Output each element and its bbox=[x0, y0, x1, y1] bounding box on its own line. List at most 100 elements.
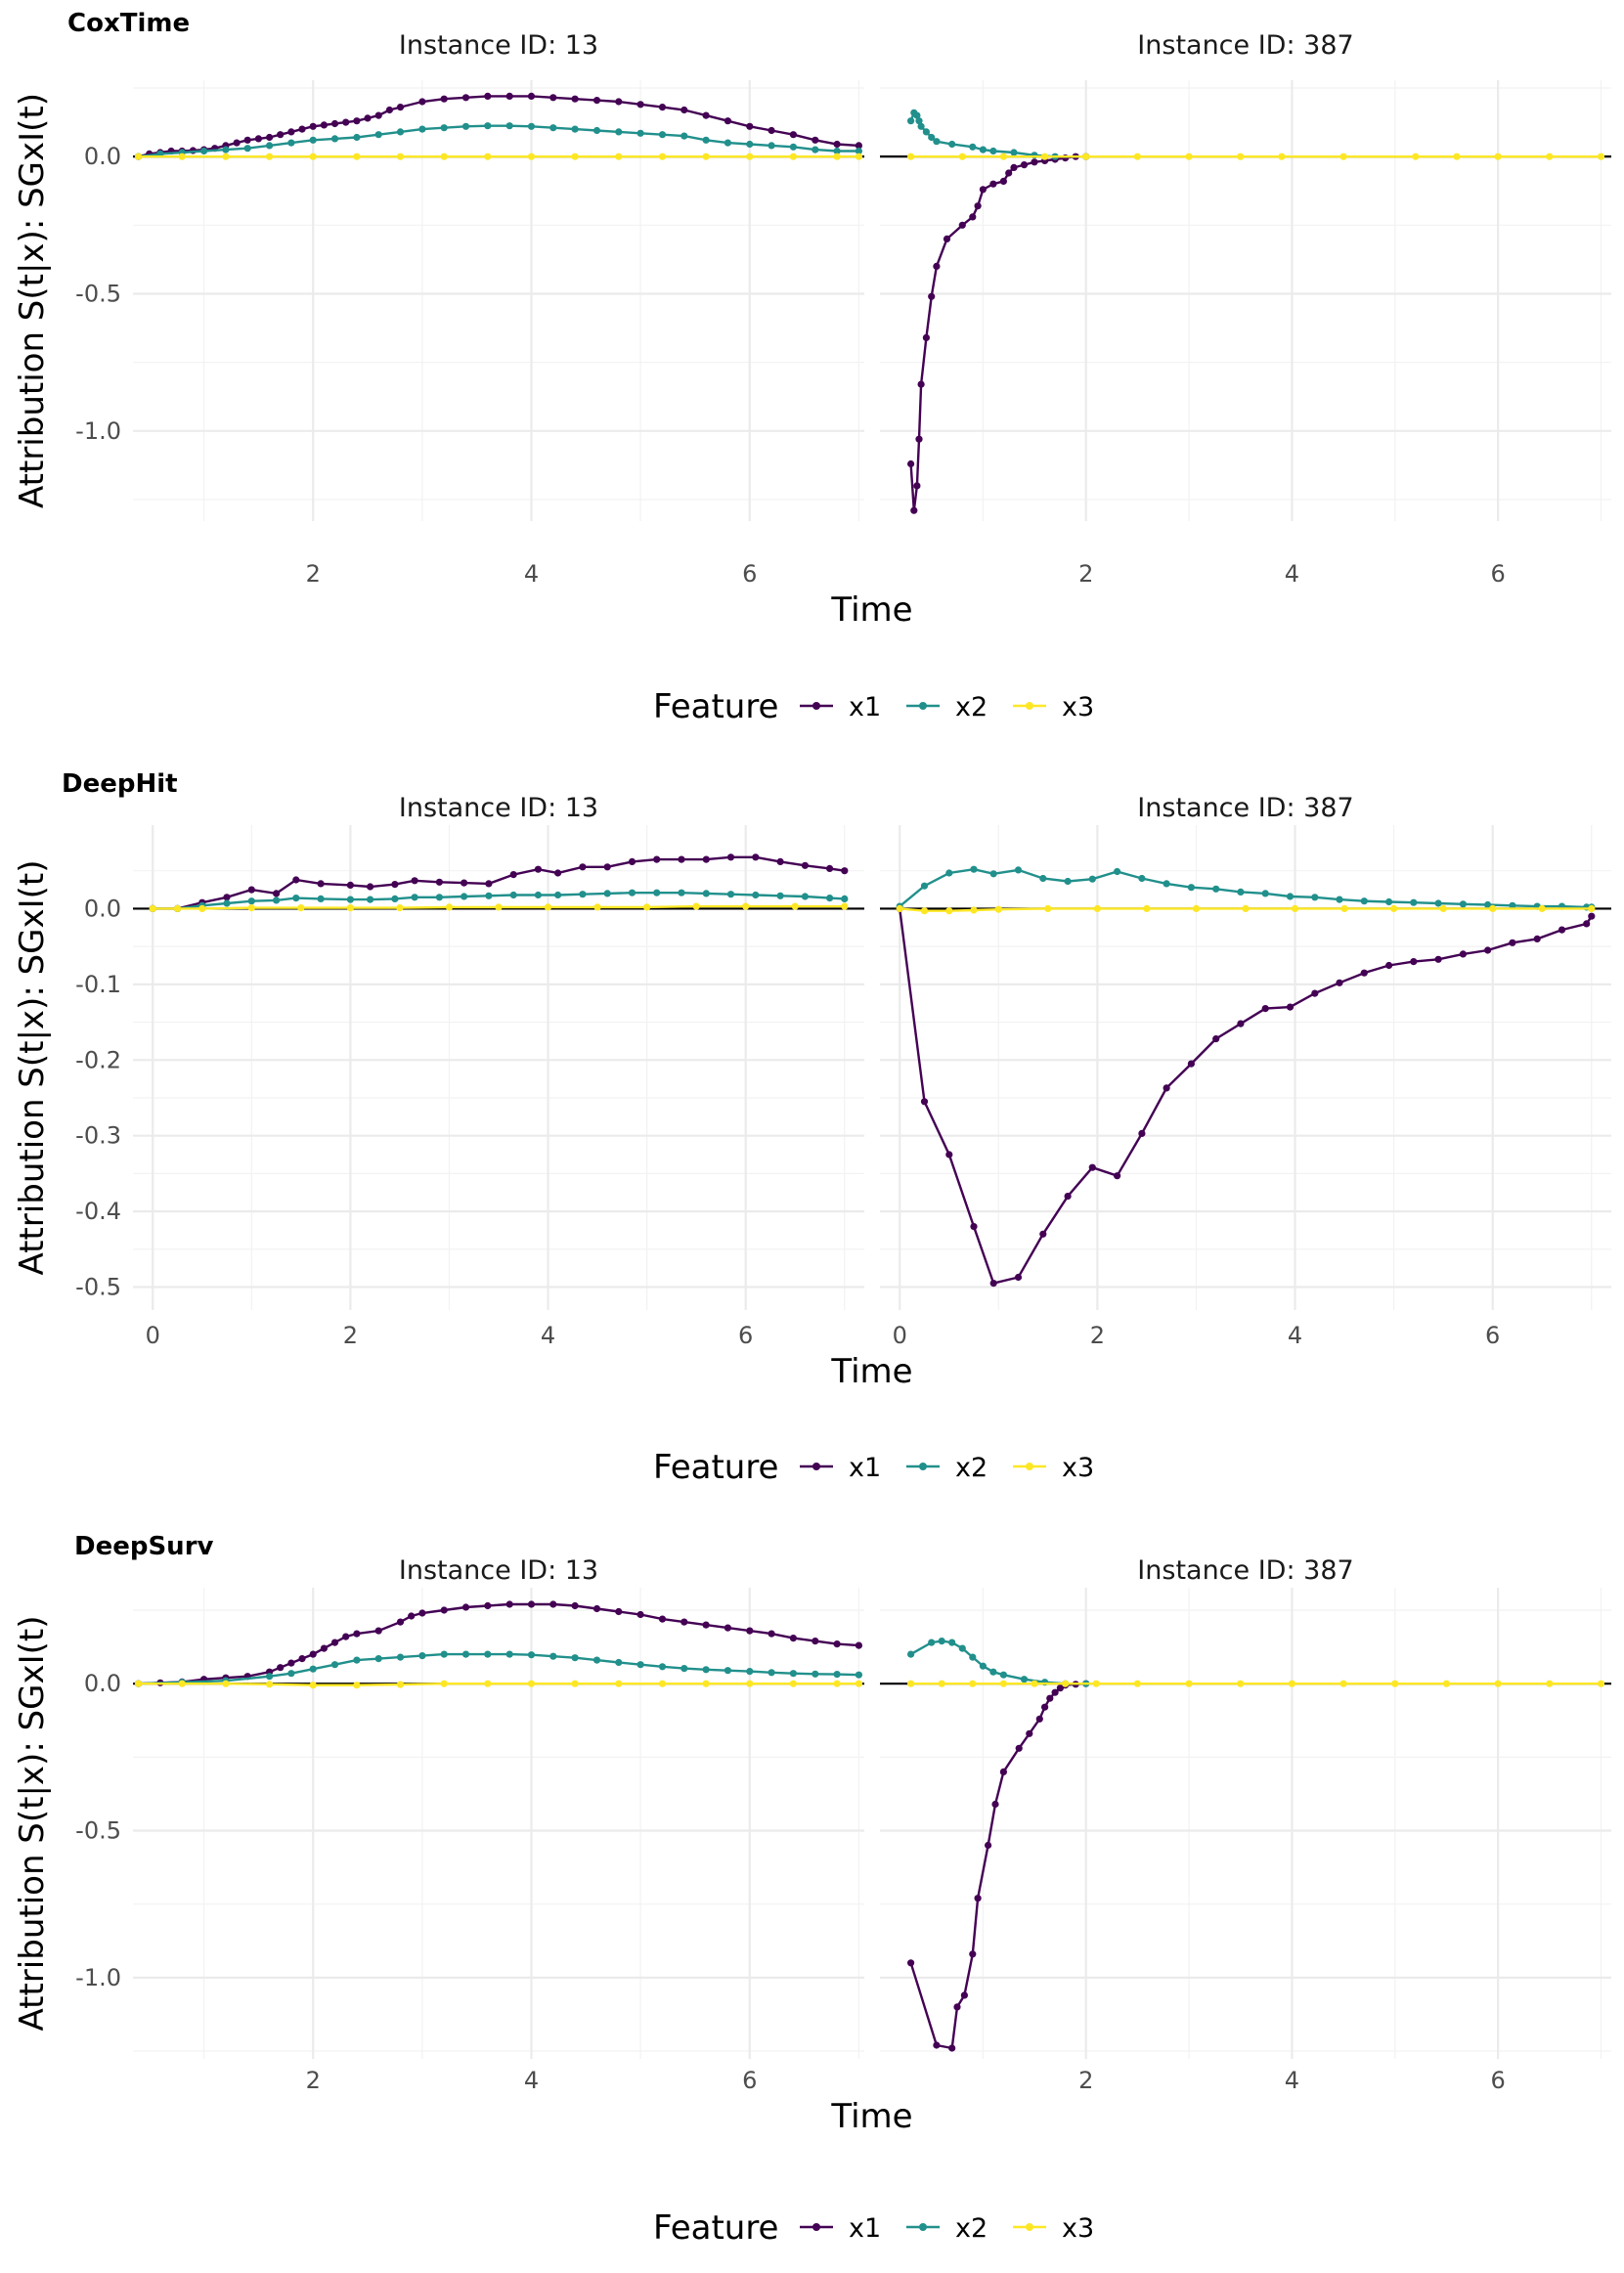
data-point-x1 bbox=[969, 213, 977, 221]
data-point-x2 bbox=[247, 897, 255, 905]
data-point-x1 bbox=[970, 1223, 978, 1231]
data-point-x1 bbox=[989, 180, 997, 188]
data-point-x1 bbox=[367, 883, 374, 891]
legend-key-point bbox=[919, 1463, 927, 1470]
data-point-x3 bbox=[1453, 153, 1461, 160]
data-point-x2 bbox=[1286, 893, 1295, 900]
data-point-x1 bbox=[1046, 1694, 1054, 1702]
data-point-x3 bbox=[920, 907, 929, 915]
series-x2 bbox=[907, 109, 1090, 160]
data-point-x2 bbox=[776, 892, 784, 899]
data-point-x3 bbox=[396, 904, 404, 912]
y-tick-label: 0.0 bbox=[84, 1670, 121, 1697]
data-point-x1 bbox=[273, 890, 281, 897]
data-point-x2 bbox=[1064, 877, 1072, 886]
data-point-x2 bbox=[752, 891, 760, 899]
x-tick-label: 6 bbox=[1485, 1322, 1500, 1349]
data-point-x1 bbox=[855, 142, 863, 150]
data-point-x3 bbox=[222, 153, 230, 160]
data-point-x1 bbox=[1035, 1715, 1043, 1723]
legend-label: x2 bbox=[955, 1453, 988, 1483]
data-point-x3 bbox=[149, 904, 156, 913]
series-line-x1 bbox=[909, 1683, 1086, 2050]
data-point-x3 bbox=[969, 1680, 977, 1687]
series-line-x1 bbox=[909, 155, 1086, 511]
data-point-x1 bbox=[933, 2041, 941, 2049]
data-point-x1 bbox=[435, 878, 443, 886]
data-point-x2 bbox=[411, 894, 418, 901]
data-point-x1 bbox=[724, 117, 732, 125]
x-tick-label: 2 bbox=[1090, 1322, 1105, 1349]
data-point-x2 bbox=[396, 128, 405, 136]
data-point-x3 bbox=[173, 904, 182, 913]
data-point-x2 bbox=[346, 896, 354, 903]
panel-strip-label: Instance ID: 13 bbox=[399, 1555, 598, 1586]
legend-item-x1: x1 bbox=[800, 2213, 881, 2244]
data-point-x3 bbox=[789, 1680, 798, 1687]
data-point-x2 bbox=[702, 890, 710, 897]
data-point-x2 bbox=[917, 122, 925, 130]
data-point-x1 bbox=[991, 1800, 999, 1809]
data-point-x1 bbox=[461, 94, 470, 102]
series-line-x2 bbox=[138, 124, 859, 158]
data-point-x3 bbox=[178, 153, 186, 160]
data-point-x2 bbox=[702, 1666, 710, 1674]
data-point-x1 bbox=[461, 1603, 470, 1611]
data-point-x3 bbox=[1031, 1680, 1038, 1687]
data-point-x1 bbox=[1237, 1020, 1245, 1027]
y-tick-label: -0.5 bbox=[75, 1817, 121, 1845]
data-point-x2 bbox=[374, 1655, 382, 1663]
data-point-x2 bbox=[509, 891, 517, 899]
data-point-x2 bbox=[527, 1651, 536, 1659]
data-point-x1 bbox=[768, 1630, 775, 1638]
data-point-x2 bbox=[948, 1639, 956, 1646]
data-point-x1 bbox=[1533, 935, 1541, 943]
legend-item-x1: x1 bbox=[800, 1453, 881, 1483]
data-point-x1 bbox=[999, 1768, 1007, 1775]
data-point-x3 bbox=[938, 1680, 945, 1687]
data-point-x2 bbox=[989, 1668, 997, 1676]
data-point-x1 bbox=[277, 131, 285, 139]
data-point-x1 bbox=[549, 1600, 557, 1608]
data-point-x3 bbox=[1439, 904, 1447, 913]
data-point-x1 bbox=[985, 1841, 992, 1850]
y-tick-label: -1.0 bbox=[75, 417, 121, 445]
data-point-x3 bbox=[135, 153, 143, 160]
data-point-x3 bbox=[1494, 153, 1502, 160]
x-tick-label: 2 bbox=[1078, 560, 1093, 588]
data-point-x1 bbox=[233, 139, 241, 147]
data-point-x1 bbox=[920, 1098, 929, 1106]
data-point-x3 bbox=[855, 1680, 863, 1687]
data-point-x2 bbox=[1311, 894, 1319, 901]
data-point-x2 bbox=[653, 889, 661, 896]
model-title: CoxTime bbox=[67, 9, 190, 38]
y-tick-label: -0.5 bbox=[75, 280, 121, 307]
x-tick-label: 0 bbox=[146, 1322, 160, 1349]
data-point-x3 bbox=[1339, 153, 1347, 160]
series-line-x1 bbox=[899, 908, 1593, 1286]
data-point-x3 bbox=[1237, 153, 1245, 160]
data-point-x1 bbox=[374, 1627, 382, 1635]
data-point-x3 bbox=[1291, 904, 1299, 913]
y-tick-label: 0.0 bbox=[84, 143, 121, 170]
legend-item-x3: x3 bbox=[1013, 2213, 1094, 2244]
data-point-x1 bbox=[1187, 1060, 1195, 1068]
data-point-x2 bbox=[1010, 149, 1018, 156]
data-point-x1 bbox=[374, 111, 382, 119]
data-point-x1 bbox=[658, 1615, 667, 1623]
y-axis-title: Attribution S(t|x): SGxI(t) bbox=[13, 859, 52, 1275]
data-point-x2 bbox=[505, 1650, 513, 1658]
data-point-x3 bbox=[593, 903, 601, 911]
data-point-x3 bbox=[135, 1680, 143, 1687]
x-tick-label: 4 bbox=[524, 2067, 539, 2094]
data-point-x1 bbox=[933, 262, 941, 270]
data-point-x2 bbox=[833, 1671, 841, 1679]
x-tick-label: 4 bbox=[541, 1322, 555, 1349]
data-point-x2 bbox=[527, 122, 536, 130]
data-point-x2 bbox=[292, 895, 300, 902]
data-point-x1 bbox=[505, 92, 513, 100]
legend-key-point bbox=[919, 2223, 927, 2231]
data-point-x3 bbox=[1339, 1680, 1347, 1687]
data-point-x2 bbox=[200, 147, 208, 155]
panel-strip-label: Instance ID: 13 bbox=[399, 30, 598, 61]
